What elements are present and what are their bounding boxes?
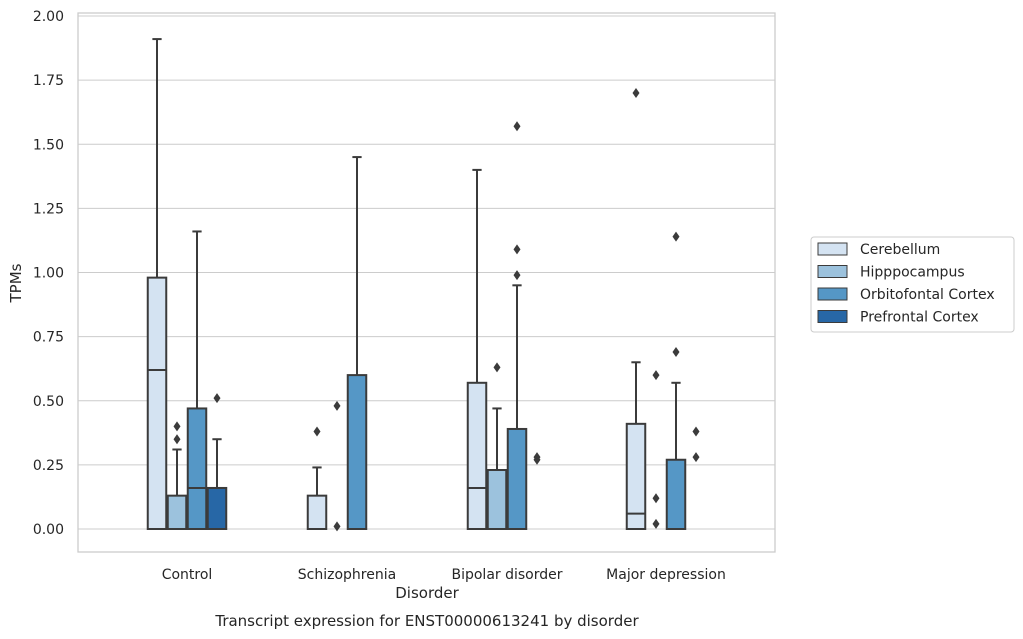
box-body xyxy=(306,494,328,530)
box-3-2 xyxy=(665,231,687,530)
legend-swatch xyxy=(817,265,848,278)
legend-item: Hipppocampus xyxy=(817,265,965,281)
y-tick-label: 1.50 xyxy=(33,137,64,153)
box-outlier xyxy=(652,370,660,381)
box-outlier xyxy=(493,362,501,373)
x-tick-labels: Control Schizophrenia Bipolar disorder Majo… xyxy=(162,567,726,583)
legend-label: Orbitofontal Cortex xyxy=(860,287,995,303)
y-tick-label: 0.25 xyxy=(33,458,64,474)
box-2-2 xyxy=(506,121,528,530)
box-1-1 xyxy=(333,400,341,532)
legend-label: Cerebellum xyxy=(860,242,940,258)
box-body xyxy=(186,407,208,531)
box-body xyxy=(146,276,168,530)
box-outlier xyxy=(333,521,341,532)
box-3-1 xyxy=(652,370,660,529)
x-tick-label: Schizophrenia xyxy=(298,567,396,583)
box-outlier xyxy=(513,121,521,132)
box-body xyxy=(166,494,188,530)
legend-swatch xyxy=(817,242,848,256)
x-tick-label: Major depression xyxy=(606,567,726,583)
box-layer xyxy=(146,38,700,532)
box-0-1 xyxy=(166,421,188,530)
box-0-3 xyxy=(206,393,228,530)
plot-frame xyxy=(77,12,776,553)
y-tick-label: 1.00 xyxy=(33,266,64,282)
box-body xyxy=(625,422,647,530)
box-1-2 xyxy=(346,156,368,530)
box-3-3 xyxy=(692,426,700,463)
box-body xyxy=(346,374,368,530)
legend-item: Orbitofontal Cortex xyxy=(817,287,995,303)
x-tick-label: Bipolar disorder xyxy=(451,567,562,583)
box-1-0 xyxy=(306,426,328,530)
x-axis-label: Disorder xyxy=(395,584,459,602)
box-outlier xyxy=(692,426,700,437)
legend: Cerebellum Hipppocampus Orbitofontal Corte… xyxy=(810,236,1015,333)
box-outlier xyxy=(513,270,521,281)
box-outlier xyxy=(173,434,181,445)
box-outlier xyxy=(513,244,521,255)
box-outlier xyxy=(632,87,640,98)
box-0-0 xyxy=(146,38,168,530)
legend-items: Cerebellum Hipppocampus Orbitofontal Corte… xyxy=(817,242,995,326)
legend-swatch xyxy=(817,287,848,301)
legend-swatch xyxy=(817,310,848,323)
y-tick-labels: 0.00 0.25 0.50 0.75 1.00 1.25 1.50 1.75 2.00 xyxy=(33,9,64,538)
y-axis-label: TPMs xyxy=(7,263,25,303)
box-0-2 xyxy=(186,230,208,531)
box-outlier xyxy=(692,452,700,463)
box-2-3 xyxy=(533,452,541,465)
box-outlier xyxy=(213,393,221,404)
y-tick-label: 0.75 xyxy=(33,330,64,346)
box-outlier xyxy=(652,518,660,529)
x-tick-label: Control xyxy=(162,567,213,583)
box-body xyxy=(466,381,488,531)
box-body xyxy=(506,427,528,530)
box-outlier xyxy=(672,231,680,242)
box-outlier xyxy=(173,421,181,432)
legend-frame xyxy=(810,236,1015,333)
legend-item: Cerebellum xyxy=(817,242,940,258)
box-outlier xyxy=(652,493,660,504)
y-tick-label: 1.25 xyxy=(33,201,64,217)
box-body xyxy=(486,469,508,531)
y-tick-label: 2.00 xyxy=(33,9,64,25)
box-3-0 xyxy=(625,87,647,530)
box-outlier xyxy=(672,347,680,358)
box-outlier xyxy=(533,452,541,463)
box-body xyxy=(206,486,228,530)
legend-label: Prefrontal Cortex xyxy=(860,310,979,326)
box-outlier xyxy=(333,400,341,411)
legend-label: Hipppocampus xyxy=(860,265,965,281)
box-body xyxy=(665,458,687,530)
box-2-1 xyxy=(486,362,508,531)
y-tick-label: 1.75 xyxy=(33,73,64,89)
chart-caption: Transcript expression for ENST0000061324… xyxy=(214,612,639,630)
y-tick-label: 0.00 xyxy=(33,522,64,538)
box-2-0 xyxy=(466,168,488,531)
legend-item: Prefrontal Cortex xyxy=(817,310,979,326)
y-tick-label: 0.50 xyxy=(33,394,64,410)
box-outlier xyxy=(313,426,321,437)
